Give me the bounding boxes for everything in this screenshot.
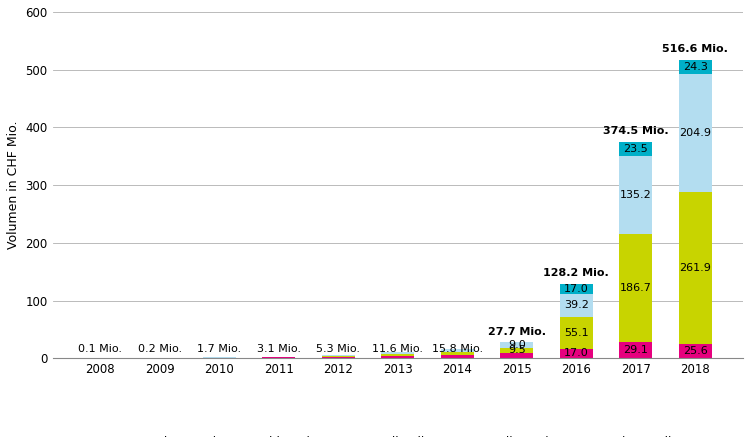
Bar — [262, 357, 296, 358]
Text: 9.5: 9.5 — [508, 345, 526, 355]
Bar — [441, 355, 474, 358]
Bar — [560, 349, 592, 358]
Text: 25.6: 25.6 — [683, 346, 708, 356]
Bar — [382, 356, 414, 358]
Bar — [322, 357, 355, 358]
Bar — [620, 234, 652, 342]
Bar — [679, 60, 712, 74]
Text: 55.1: 55.1 — [564, 328, 589, 338]
Text: 11.6 Mio.: 11.6 Mio. — [372, 344, 423, 354]
Bar — [382, 354, 414, 356]
Bar — [620, 342, 652, 358]
Text: 0.1 Mio.: 0.1 Mio. — [78, 344, 122, 354]
Bar — [382, 352, 414, 354]
Text: 27.7 Mio.: 27.7 Mio. — [488, 326, 546, 336]
Bar — [500, 353, 533, 358]
Text: 135.2: 135.2 — [620, 190, 652, 200]
Text: 186.7: 186.7 — [620, 283, 652, 293]
Bar — [500, 342, 533, 347]
Text: 15.8 Mio.: 15.8 Mio. — [432, 344, 483, 354]
Bar — [560, 294, 592, 317]
Bar — [441, 352, 474, 355]
Text: 3.1 Mio.: 3.1 Mio. — [256, 344, 301, 354]
Text: 23.5: 23.5 — [623, 144, 648, 154]
Bar — [500, 347, 533, 353]
Text: 5.3 Mio.: 5.3 Mio. — [316, 344, 360, 354]
Text: 374.5 Mio.: 374.5 Mio. — [603, 126, 669, 136]
Text: 9.0: 9.0 — [508, 340, 526, 350]
Text: 128.2 Mio.: 128.2 Mio. — [544, 268, 609, 278]
Text: 1.7 Mio.: 1.7 Mio. — [197, 344, 242, 354]
Text: 24.3: 24.3 — [682, 62, 708, 72]
Bar — [679, 343, 712, 358]
Y-axis label: Volumen in CHF Mio.: Volumen in CHF Mio. — [7, 121, 20, 250]
Text: 17.0: 17.0 — [564, 348, 589, 358]
Bar — [322, 356, 355, 357]
Bar — [322, 355, 355, 356]
Bar — [560, 284, 592, 294]
Bar — [560, 317, 592, 349]
Text: 39.2: 39.2 — [564, 300, 589, 310]
Text: 29.1: 29.1 — [623, 345, 648, 355]
Text: 261.9: 261.9 — [680, 263, 711, 273]
Text: 17.0: 17.0 — [564, 284, 589, 294]
Bar — [679, 192, 712, 343]
Bar — [441, 349, 474, 352]
Bar — [679, 74, 712, 192]
Text: 516.6 Mio.: 516.6 Mio. — [662, 44, 728, 54]
Text: 0.2 Mio.: 0.2 Mio. — [138, 344, 182, 354]
Bar — [620, 142, 652, 156]
Bar — [620, 156, 652, 234]
Text: 204.9: 204.9 — [680, 128, 711, 138]
